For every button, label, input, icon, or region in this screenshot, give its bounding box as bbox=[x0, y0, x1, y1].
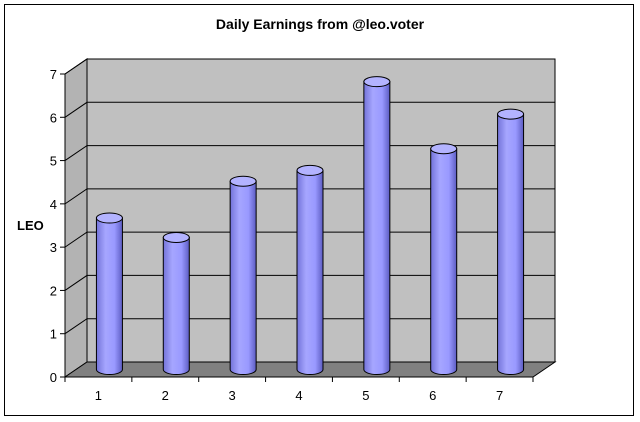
bar-top bbox=[430, 143, 458, 155]
bar-3 bbox=[229, 175, 257, 375]
y-tick-label: 4 bbox=[50, 197, 57, 212]
bar-top bbox=[363, 76, 391, 88]
y-tick-label: 1 bbox=[50, 327, 57, 342]
y-tick-label: 3 bbox=[50, 240, 57, 255]
x-tick-labels: 1 2 3 4 5 6 7 bbox=[95, 388, 503, 403]
bar-body bbox=[229, 180, 257, 375]
bar-body bbox=[363, 81, 391, 375]
bar-top bbox=[296, 164, 324, 176]
y-tick-label: 6 bbox=[50, 110, 57, 125]
bar-top bbox=[497, 108, 525, 120]
gridline bbox=[64, 101, 555, 118]
bar-5 bbox=[363, 76, 391, 375]
y-tick-label: 5 bbox=[50, 154, 57, 169]
y-tick-label: 7 bbox=[50, 67, 57, 82]
bar-top bbox=[95, 212, 123, 224]
bar-body bbox=[430, 148, 458, 375]
x-tick-label: 4 bbox=[295, 388, 302, 403]
x-tick-label: 2 bbox=[162, 388, 169, 403]
bar-top bbox=[229, 175, 257, 187]
y-tick-labels: 0 1 2 3 4 5 6 7 bbox=[50, 67, 57, 385]
gridline bbox=[64, 231, 555, 248]
chart-title: Daily Earnings from @leo.voter bbox=[215, 16, 425, 32]
x-tick-label: 3 bbox=[229, 388, 236, 403]
bar-top bbox=[162, 231, 190, 243]
x-tick-label: 7 bbox=[496, 388, 503, 403]
axes bbox=[60, 73, 534, 382]
bar-1 bbox=[95, 212, 123, 375]
bar-4 bbox=[296, 164, 324, 375]
x-tick-label: 6 bbox=[429, 388, 436, 403]
bar-body bbox=[497, 113, 525, 375]
bars bbox=[95, 76, 525, 375]
y-tick-label: 2 bbox=[50, 283, 57, 298]
side-wall bbox=[64, 58, 88, 378]
y-tick-label: 0 bbox=[50, 370, 57, 385]
bar-body bbox=[95, 217, 123, 375]
gridline bbox=[64, 274, 555, 291]
gridline bbox=[64, 145, 555, 161]
gridlines bbox=[64, 58, 555, 335]
x-tick-label: 5 bbox=[362, 388, 369, 403]
y-axis-label: LEO bbox=[17, 218, 44, 233]
gridline bbox=[64, 188, 555, 205]
gridline bbox=[64, 318, 555, 335]
bar-2 bbox=[162, 231, 190, 375]
bar-7 bbox=[497, 108, 525, 375]
gridline bbox=[64, 58, 555, 75]
bar-body bbox=[296, 169, 324, 375]
bar-6 bbox=[430, 143, 458, 375]
x-tick-label: 1 bbox=[95, 388, 102, 403]
bar-body bbox=[162, 236, 190, 375]
